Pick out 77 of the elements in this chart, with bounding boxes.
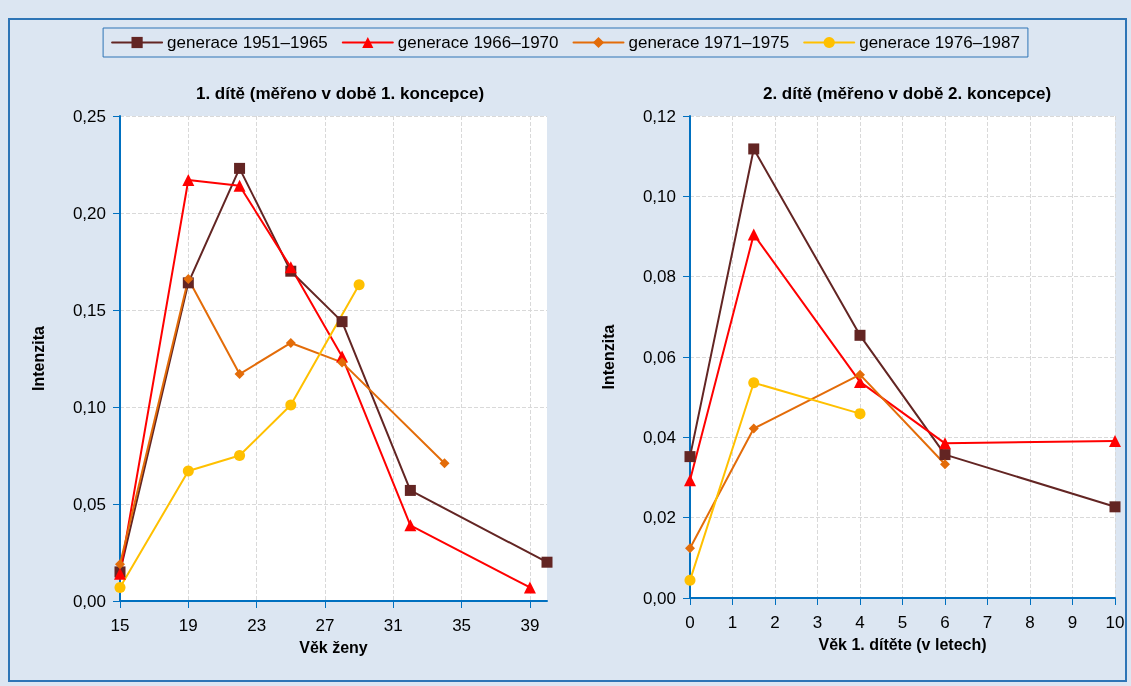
point — [684, 474, 696, 487]
point — [1109, 501, 1121, 513]
x-tick-label: 3 — [812, 613, 823, 632]
y-tick-label: 0,04 — [642, 427, 676, 447]
y-tick-label: 0,08 — [642, 267, 676, 287]
x-tick-label: 5 — [897, 613, 908, 632]
point — [404, 484, 416, 496]
x-tick-label: 1 — [727, 613, 738, 632]
y-tick-label: 0,10 — [72, 397, 106, 417]
point — [182, 174, 195, 187]
point — [1109, 434, 1121, 447]
point — [939, 437, 951, 450]
point — [114, 581, 126, 593]
x-tick-label: 31 — [383, 616, 403, 635]
x-tick-label: 23 — [247, 616, 267, 635]
point — [523, 581, 536, 594]
point — [337, 357, 348, 368]
point — [285, 399, 297, 411]
y-tick-label: 0,25 — [72, 106, 106, 126]
y-tick-label: 0,05 — [72, 494, 106, 514]
y-tick-label: 0,12 — [642, 106, 676, 126]
point — [854, 408, 866, 420]
x-tick-label: 7 — [982, 613, 993, 632]
y-tick-label: 0,02 — [642, 508, 676, 528]
point — [115, 559, 125, 570]
x-axis-title: Věk 1. dítěte (v letech) — [818, 635, 987, 653]
point — [748, 377, 760, 389]
x-axis-title: Věk ženy — [299, 638, 368, 656]
y-tick-label: 0,10 — [642, 186, 676, 206]
point — [284, 261, 297, 274]
point — [182, 465, 194, 477]
x-tick-label: 8 — [1025, 613, 1035, 632]
y-tick-label: 0,00 — [642, 588, 676, 608]
x-tick-label: 35 — [452, 616, 472, 635]
y-axis-title: Intenzita — [29, 325, 47, 391]
x-tick-label: 9 — [1067, 613, 1078, 632]
point — [183, 273, 194, 284]
point — [684, 574, 696, 586]
point — [541, 556, 553, 568]
x-tick-label: 39 — [520, 616, 540, 635]
x-tick-label: 2 — [770, 613, 780, 632]
chart-title: 1. dítě (měřeno v době 1. koncepce) — [195, 84, 485, 103]
x-tick-label: 27 — [315, 616, 335, 635]
y-tick-label: 0,00 — [72, 591, 106, 611]
point — [684, 451, 696, 463]
point — [234, 450, 246, 461]
point — [685, 543, 695, 554]
x-tick-label: 15 — [110, 616, 130, 635]
y-tick-label: 0,15 — [72, 300, 106, 320]
legend-label: generace 1951–1965 — [167, 33, 328, 52]
point — [336, 316, 348, 328]
point — [353, 279, 365, 291]
legend-label: generace 1971–1975 — [628, 33, 790, 52]
point — [234, 162, 246, 174]
point — [939, 449, 951, 461]
y-tick-label: 0,06 — [642, 347, 676, 367]
point — [234, 369, 245, 380]
point — [940, 459, 950, 470]
x-tick-label: 10 — [1105, 613, 1125, 632]
point — [855, 369, 865, 380]
point — [404, 519, 417, 532]
point — [748, 423, 759, 434]
chart-title: 2. dítě (měřeno v době 2. koncepce) — [762, 84, 1052, 103]
legend-label: generace 1966–1970 — [397, 33, 559, 52]
point — [748, 143, 760, 155]
point — [854, 329, 866, 341]
legend-label: generace 1976–1987 — [859, 33, 1020, 52]
x-tick-label: 19 — [178, 616, 198, 635]
point — [439, 458, 450, 469]
point — [747, 228, 760, 241]
y-tick-label: 0,20 — [72, 203, 106, 223]
x-tick-label: 0 — [685, 613, 695, 632]
point — [233, 179, 246, 192]
x-tick-label: 6 — [940, 613, 950, 632]
point — [285, 337, 296, 348]
y-axis-title: Intenzita — [599, 324, 617, 390]
x-tick-label: 4 — [855, 613, 865, 632]
